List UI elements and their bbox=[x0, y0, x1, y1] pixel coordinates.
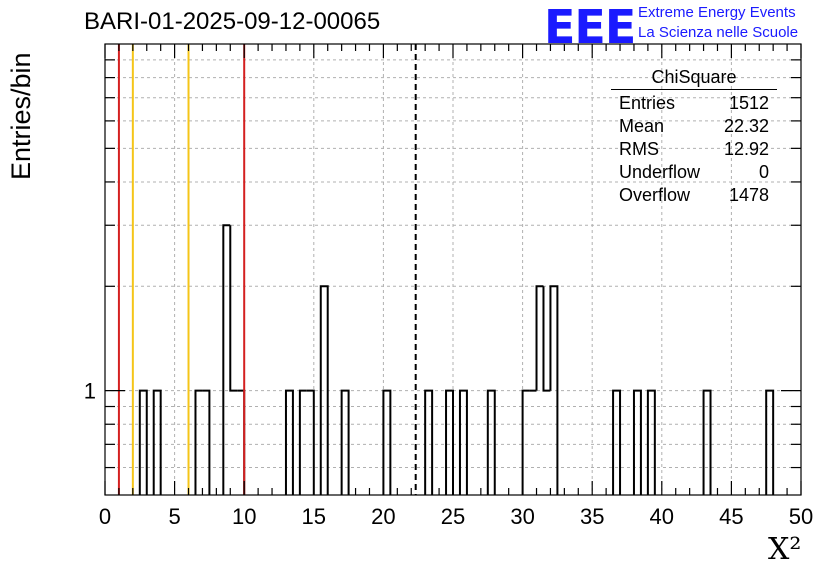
stats-box: ChiSquare Entries 1512 Mean 22.32 RMS 12… bbox=[611, 67, 777, 207]
x-tick-label: 5 bbox=[168, 504, 180, 529]
histogram-bars bbox=[138, 224, 775, 495]
histogram-bin bbox=[646, 389, 656, 495]
histogram-bin bbox=[306, 389, 315, 495]
stats-label: Underflow bbox=[619, 162, 701, 182]
histogram-bin bbox=[319, 285, 329, 495]
histogram-bin bbox=[424, 389, 434, 495]
x-tick-label: 15 bbox=[302, 504, 326, 529]
histogram-bin bbox=[229, 225, 238, 392]
x-tick-label: 40 bbox=[650, 504, 674, 529]
histogram-bin bbox=[549, 285, 559, 495]
histogram-bin bbox=[542, 286, 551, 392]
histogram-bin bbox=[152, 389, 162, 495]
histogram-bin bbox=[458, 389, 468, 495]
histogram-bin bbox=[194, 389, 203, 495]
y-tick-label: 1 bbox=[84, 379, 96, 404]
stats-title: ChiSquare bbox=[611, 67, 777, 90]
stats-row-underflow: Underflow 0 bbox=[611, 161, 777, 184]
x-tick-label: 50 bbox=[789, 504, 813, 529]
stats-value: 0 bbox=[758, 162, 769, 182]
x-tick-label: 30 bbox=[510, 504, 534, 529]
stats-label: RMS bbox=[619, 139, 659, 159]
x-axis-label: X² bbox=[768, 532, 802, 567]
y-axis-label: Entries/bin bbox=[6, 52, 36, 180]
histogram-bin bbox=[284, 389, 294, 495]
histogram-bin bbox=[535, 285, 544, 391]
stats-label: Overflow bbox=[619, 185, 691, 205]
histogram-bin bbox=[340, 389, 350, 495]
stats-value: 12.92 bbox=[723, 139, 769, 159]
stats-value: 22.32 bbox=[723, 116, 769, 136]
reference-lines bbox=[117, 44, 417, 495]
logo-line-1: Extreme Energy Events bbox=[638, 4, 796, 21]
histogram-bin bbox=[138, 389, 148, 495]
histogram-bin bbox=[765, 389, 775, 495]
x-tick-label: 20 bbox=[371, 504, 395, 529]
x-tick-label: 35 bbox=[580, 504, 604, 529]
stats-row-rms: RMS 12.92 bbox=[611, 138, 777, 161]
histogram-bin bbox=[445, 389, 454, 495]
histogram-bin bbox=[222, 224, 231, 495]
stats-value: 1478 bbox=[728, 185, 769, 205]
axis-tick-labels: 0 5 10 15 20 25 30 35 40 45 50 1 bbox=[84, 379, 813, 529]
eee-logo: EEE bbox=[544, 0, 636, 54]
x-tick-label: 0 bbox=[99, 504, 111, 529]
stats-value: 1512 bbox=[728, 93, 769, 113]
stats-label: Mean bbox=[619, 116, 665, 136]
histogram-bin bbox=[702, 389, 712, 495]
x-tick-label: 10 bbox=[232, 504, 256, 529]
x-tick-label: 45 bbox=[719, 504, 743, 529]
stats-row-entries: Entries 1512 bbox=[611, 92, 777, 115]
stats-row-overflow: Overflow 1478 bbox=[611, 184, 777, 207]
x-tick-label: 25 bbox=[441, 504, 465, 529]
histogram-bin bbox=[486, 389, 496, 495]
histogram-bin bbox=[202, 389, 211, 495]
histogram-bin bbox=[521, 389, 530, 495]
histogram-bin bbox=[298, 389, 307, 495]
histogram-bin bbox=[612, 389, 622, 495]
stats-label: Entries bbox=[619, 93, 676, 113]
logo-line-2: La Scienza nelle Scuole bbox=[638, 24, 799, 41]
axis-ticks bbox=[104, 44, 802, 495]
histogram-bin bbox=[632, 389, 642, 495]
chart-title: BARI-01-2025-09-12-00065 bbox=[84, 8, 381, 35]
histogram-bin bbox=[382, 389, 392, 495]
stats-row-mean: Mean 22.32 bbox=[611, 115, 777, 138]
